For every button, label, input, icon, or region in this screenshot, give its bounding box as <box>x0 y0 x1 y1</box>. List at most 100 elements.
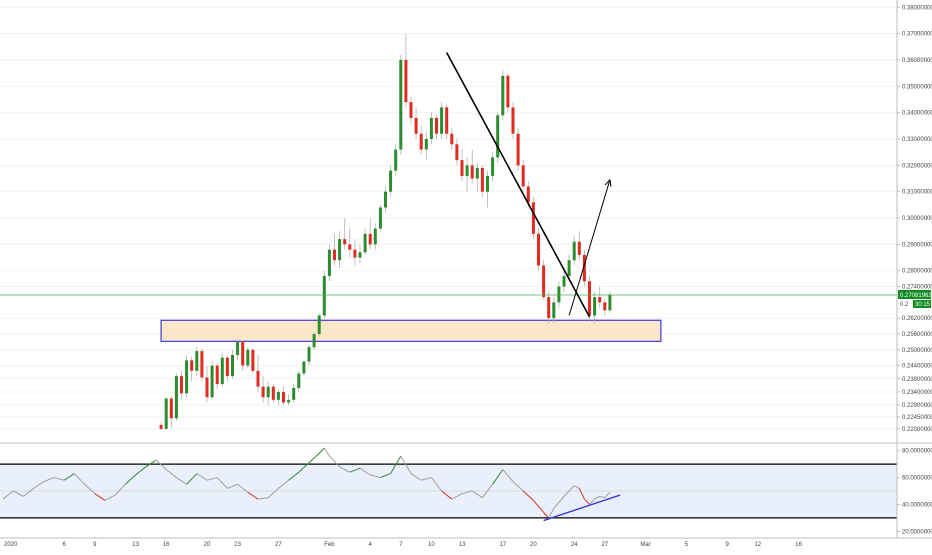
price-grid <box>0 6 897 430</box>
rsi-segment <box>298 462 310 473</box>
price-axis[interactable]: 0.38000000 0.37000000 0.36000000 0.35000000… <box>897 5 932 433</box>
candle-down <box>368 233 372 245</box>
price-tick-label: 0.28000000 <box>902 269 932 275</box>
rsi-segment <box>482 483 493 499</box>
candlestick-series <box>159 33 612 431</box>
time-tick-label: 2020 <box>4 542 18 548</box>
candle-down <box>480 167 484 192</box>
rsi-segment <box>318 447 325 454</box>
candle-down <box>537 233 540 266</box>
rsi-segment <box>104 494 116 501</box>
rsi-segment <box>451 493 463 500</box>
rsi-segment <box>339 466 351 473</box>
candle-up <box>287 399 291 403</box>
candle-up <box>475 167 479 179</box>
time-tick-label: 10 <box>428 542 435 548</box>
candle-up <box>363 233 367 253</box>
rsi-segment <box>492 469 504 485</box>
candle-up <box>384 191 387 208</box>
rsi-segment <box>125 474 136 485</box>
rsi-segment <box>165 469 177 478</box>
time-axis[interactable]: 2020 6 9 13 16 20 23 27 Feb 4 7 10 13 17 20 24 27 Mar 5 9 12… <box>4 542 803 548</box>
price-tick-label: 0.25000000 <box>902 348 932 354</box>
price-tick-label: 0.25600000 <box>902 332 932 338</box>
rsi-segment <box>522 490 534 501</box>
candle-down <box>251 349 255 371</box>
rsi-segment <box>548 508 555 519</box>
rsi-segment <box>186 473 198 485</box>
rsi-segment <box>359 467 371 476</box>
candle-down <box>460 160 464 176</box>
candle-down <box>241 341 245 366</box>
candle-up <box>276 391 280 400</box>
candle-down <box>180 376 183 394</box>
rsi-segment <box>431 477 442 492</box>
time-tick-label: 9 <box>726 542 730 548</box>
candle-down <box>256 370 260 387</box>
candle-up <box>210 365 214 398</box>
price-tag-box <box>898 289 931 299</box>
candle-down <box>261 386 265 398</box>
candle-up <box>496 115 500 158</box>
time-tick-label: 20 <box>530 542 537 548</box>
arrow-head <box>604 178 612 187</box>
candle-up <box>220 357 224 385</box>
rsi-segment <box>390 455 402 474</box>
candle-up <box>236 341 240 356</box>
rsi-segment <box>155 459 167 470</box>
time-tick-label: 9 <box>93 542 97 548</box>
time-tick-label: 17 <box>499 542 506 548</box>
candle-up <box>292 387 296 400</box>
candle-down <box>333 249 336 261</box>
rsi-segment <box>563 485 575 497</box>
rsi-segment <box>349 467 361 473</box>
rsi-segment <box>502 469 514 482</box>
rsi-segment <box>12 490 24 497</box>
time-tick-label: 4 <box>369 542 373 548</box>
rsi-segment <box>135 466 147 476</box>
rsi-segment <box>573 485 580 489</box>
rsi-segment <box>461 490 473 495</box>
rsi-segment <box>2 490 14 500</box>
rsi-divergence-line <box>543 494 621 522</box>
candle-up <box>266 386 270 398</box>
time-tick-label: 20 <box>204 542 211 548</box>
candle-up <box>608 294 612 311</box>
rsi-segment <box>543 512 550 519</box>
candle-up <box>440 107 444 134</box>
candle-down <box>190 360 194 371</box>
rsi-segment <box>267 487 279 499</box>
rsi-series <box>2 447 611 519</box>
projection-arrow <box>568 178 612 316</box>
candle-down <box>343 239 347 245</box>
rsi-segment <box>441 490 453 500</box>
current-price-tag: 0.27081962 30:15 0.2 <box>898 289 932 308</box>
rsi-segment <box>114 483 126 496</box>
candle-down <box>225 357 229 377</box>
rsi-segment <box>247 491 259 500</box>
price-tick-label: 0.27400000 <box>902 285 932 291</box>
candle-up <box>562 276 566 287</box>
candle-up <box>358 252 362 258</box>
rsi-segment <box>176 477 187 485</box>
rsi-segment <box>84 483 96 495</box>
candle-up <box>317 315 321 334</box>
candle-down <box>516 133 520 166</box>
price-tick-label: 0.36000000 <box>902 58 932 64</box>
price-tick-label: 0.35000000 <box>902 84 932 90</box>
rsi-segment <box>237 483 249 493</box>
rsi-segment <box>308 453 320 464</box>
resistance-trendline <box>445 52 591 318</box>
rsi-segment <box>94 493 106 501</box>
price-tick-label: 0.22000000 <box>902 427 932 433</box>
candle-down <box>282 391 285 403</box>
candle-down <box>531 202 535 234</box>
rsi-segment <box>227 483 238 489</box>
rsi-segment <box>553 496 565 509</box>
candle-down <box>598 297 602 303</box>
countdown-label: 30:15 <box>915 302 931 308</box>
candle-down <box>603 302 607 311</box>
candle-down <box>435 117 438 134</box>
